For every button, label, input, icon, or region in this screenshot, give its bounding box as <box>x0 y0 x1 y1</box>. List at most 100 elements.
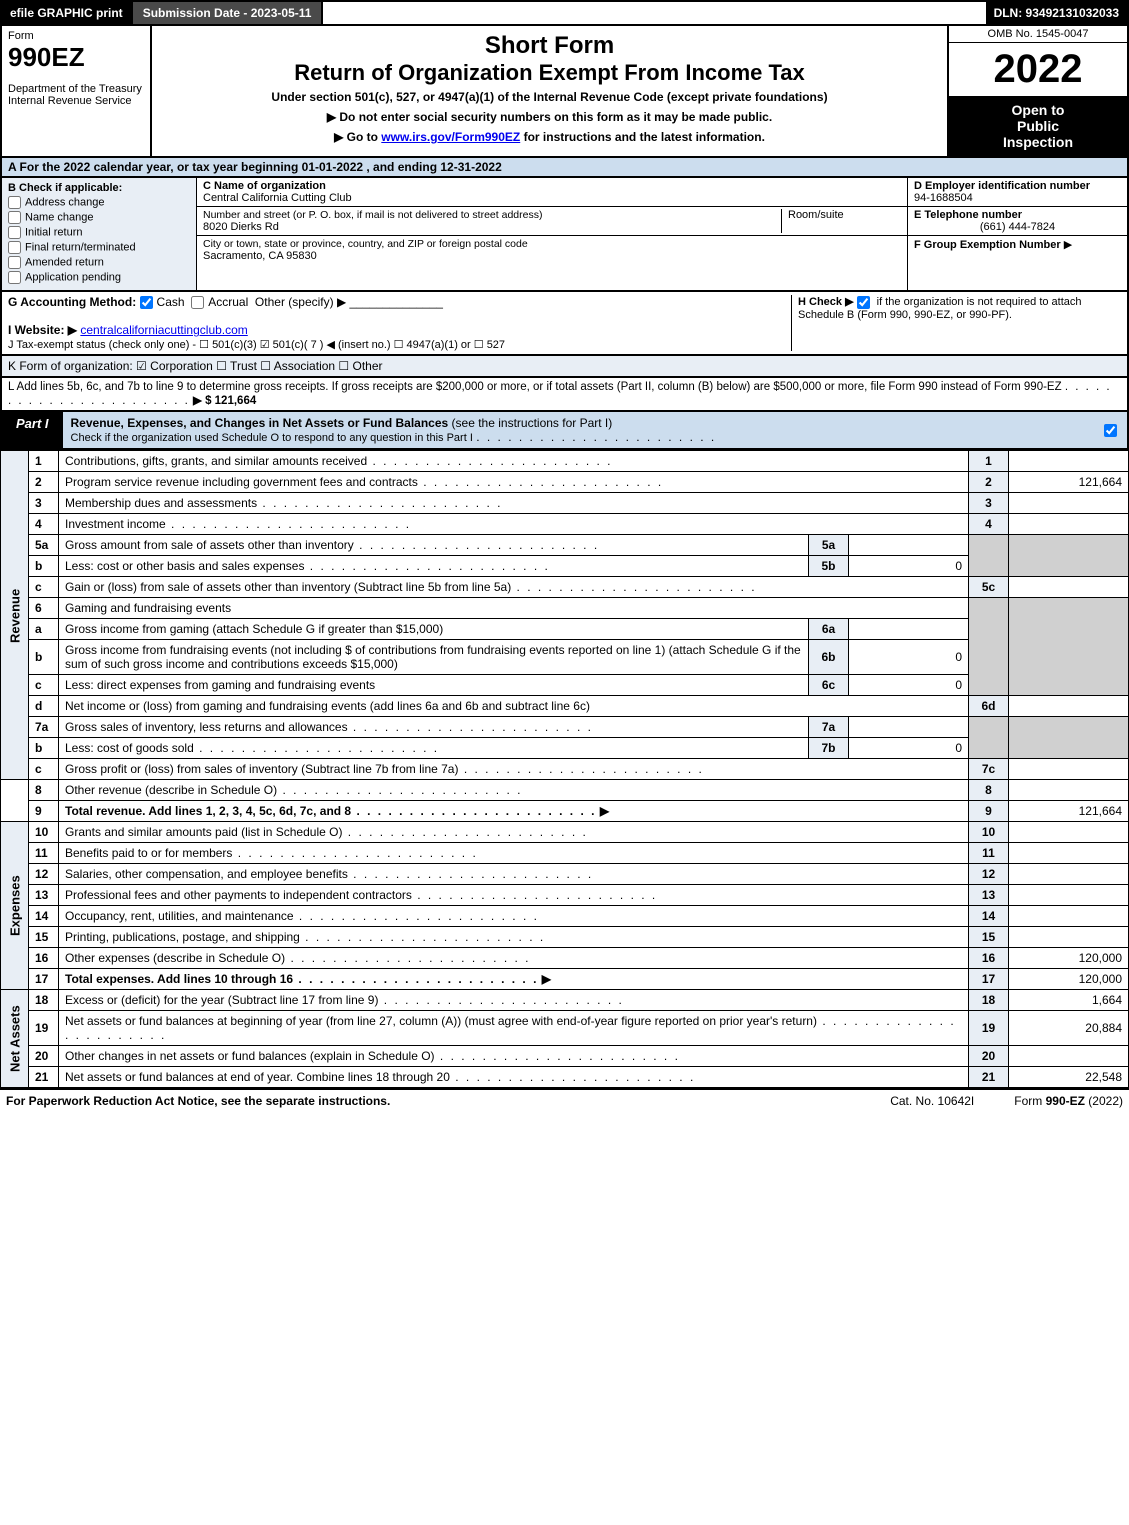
line-17: 17 Total expenses. Add lines 10 through … <box>1 969 1129 990</box>
e-phone: E Telephone number (661) 444-7824 <box>908 207 1127 236</box>
c-addr-row: Number and street (or P. O. box, if mail… <box>197 207 907 236</box>
phone-value: (661) 444-7824 <box>914 221 1121 233</box>
lines-table: Revenue 1 Contributions, gifts, grants, … <box>0 450 1129 1088</box>
open-to-public: Open to Public Inspection <box>949 96 1127 156</box>
line-20: 20 Other changes in net assets or fund b… <box>1 1046 1129 1067</box>
inspect-2: Public <box>953 118 1123 134</box>
org-name: Central California Cutting Club <box>203 192 901 204</box>
chk-application-pending[interactable]: Application pending <box>8 271 190 284</box>
footer: For Paperwork Reduction Act Notice, see … <box>0 1088 1129 1112</box>
col-c: C Name of organization Central Californi… <box>197 178 907 290</box>
cash-label: Cash <box>157 295 185 309</box>
paperwork-notice: For Paperwork Reduction Act Notice, see … <box>6 1094 850 1108</box>
col-def: D Employer identification number 94-1688… <box>907 178 1127 290</box>
room-suite: Room/suite <box>781 209 901 233</box>
accrual-label: Accrual <box>208 295 248 309</box>
header-right: OMB No. 1545-0047 2022 Open to Public In… <box>947 26 1127 156</box>
row-gh: G Accounting Method: Cash Accrual Other … <box>0 292 1129 356</box>
chk-amended-return[interactable]: Amended return <box>8 256 190 269</box>
g-accounting: G Accounting Method: Cash Accrual Other … <box>8 295 791 351</box>
line-16: 16 Other expenses (describe in Schedule … <box>1 948 1129 969</box>
chk-address-change[interactable]: Address change <box>8 196 190 209</box>
part1-title-bold: Revenue, Expenses, and Changes in Net As… <box>71 416 449 430</box>
part1-checkbox-cell <box>1098 412 1127 448</box>
line-15: 15 Printing, publications, postage, and … <box>1 927 1129 948</box>
netassets-label: Net Assets <box>1 990 29 1088</box>
form-label: Form <box>8 30 144 42</box>
part1-header: Part I Revenue, Expenses, and Changes in… <box>0 412 1129 450</box>
line-5a: 5a Gross amount from sale of assets othe… <box>1 535 1129 556</box>
line-7b: b Less: cost of goods sold 7b 0 <box>1 738 1129 759</box>
h-label: H Check ▶ <box>798 296 854 308</box>
chk-accrual[interactable] <box>191 296 204 309</box>
row-l: L Add lines 5b, 6c, and 7b to line 9 to … <box>0 378 1129 412</box>
chk-name-change[interactable]: Name change <box>8 211 190 224</box>
line-10: Expenses 10 Grants and similar amounts p… <box>1 822 1129 843</box>
part1-title: Revenue, Expenses, and Changes in Net As… <box>63 412 1098 448</box>
line-11: 11 Benefits paid to or for members 11 <box>1 843 1129 864</box>
line-6d: d Net income or (loss) from gaming and f… <box>1 696 1129 717</box>
chk-final-return[interactable]: Final return/terminated <box>8 241 190 254</box>
row-k: K Form of organization: ☑ Corporation ☐ … <box>0 356 1129 378</box>
line-21: 21 Net assets or fund balances at end of… <box>1 1067 1129 1088</box>
c-name-label: C Name of organization <box>203 180 901 192</box>
irs-link[interactable]: www.irs.gov/Form990EZ <box>381 130 520 144</box>
org-street: 8020 Dierks Rd <box>203 221 781 233</box>
goto-pre: ▶ Go to <box>334 130 381 144</box>
title-short-form: Short Form <box>158 32 941 60</box>
subtitle: Under section 501(c), 527, or 4947(a)(1)… <box>158 90 941 104</box>
section-bcdef: B Check if applicable: Address change Na… <box>0 178 1129 292</box>
line-8: 8 Other revenue (describe in Schedule O)… <box>1 780 1129 801</box>
h-check: H Check ▶ if the organization is not req… <box>791 295 1121 351</box>
g-label: G Accounting Method: <box>8 295 136 309</box>
line-6c: c Less: direct expenses from gaming and … <box>1 675 1129 696</box>
dept-label: Department of the Treasury <box>8 83 144 95</box>
d-ein: D Employer identification number 94-1688… <box>908 178 1127 207</box>
l-amount: ▶ $ 121,664 <box>193 395 256 407</box>
dln-label: DLN: 93492131032033 <box>986 2 1127 24</box>
line-7c: c Gross profit or (loss) from sales of i… <box>1 759 1129 780</box>
line-6: 6 Gaming and fundraising events <box>1 598 1129 619</box>
chk-schedule-b[interactable] <box>857 296 870 309</box>
irs-label: Internal Revenue Service <box>8 95 144 107</box>
part1-dots <box>476 430 716 444</box>
row-a-calendar: A For the 2022 calendar year, or tax yea… <box>0 158 1129 178</box>
chk-cash[interactable] <box>140 296 153 309</box>
d-label: D Employer identification number <box>914 180 1090 192</box>
efile-print-label[interactable]: efile GRAPHIC print <box>2 2 131 24</box>
line-6a: a Gross income from gaming (attach Sched… <box>1 619 1129 640</box>
goto-post: for instructions and the latest informat… <box>520 130 765 144</box>
line-14: 14 Occupancy, rent, utilities, and maint… <box>1 906 1129 927</box>
line-13: 13 Professional fees and other payments … <box>1 885 1129 906</box>
line-5c: c Gain or (loss) from sale of assets oth… <box>1 577 1129 598</box>
line-3: 3 Membership dues and assessments 3 <box>1 493 1129 514</box>
col-b: B Check if applicable: Address change Na… <box>2 178 197 290</box>
line-9: 9 Total revenue. Add lines 1, 2, 3, 4, 5… <box>1 801 1129 822</box>
l-text: L Add lines 5b, 6c, and 7b to line 9 to … <box>8 381 1062 393</box>
j-tax-exempt: J Tax-exempt status (check only one) - ☐… <box>8 339 505 351</box>
header-center: Short Form Return of Organization Exempt… <box>152 26 947 156</box>
line-12: 12 Salaries, other compensation, and emp… <box>1 864 1129 885</box>
line-2: 2 Program service revenue including gove… <box>1 472 1129 493</box>
line-5b: b Less: cost or other basis and sales ex… <box>1 556 1129 577</box>
chk-schedule-o[interactable] <box>1104 424 1117 437</box>
website-link[interactable]: centralcaliforniacuttingclub.com <box>80 323 247 337</box>
part1-title-note: (see the instructions for Part I) <box>452 416 613 430</box>
c-addr-label: Number and street (or P. O. box, if mail… <box>203 209 542 221</box>
chk-initial-return[interactable]: Initial return <box>8 226 190 239</box>
other-label: Other (specify) ▶ <box>255 295 346 309</box>
f-group: F Group Exemption Number ▶ <box>908 236 1127 253</box>
part1-sub: Check if the organization used Schedule … <box>71 432 473 444</box>
line-1: Revenue 1 Contributions, gifts, grants, … <box>1 451 1129 472</box>
form-ref: Form 990-EZ (2022) <box>1014 1094 1123 1108</box>
e-label: E Telephone number <box>914 209 1022 221</box>
line-7a: 7a Gross sales of inventory, less return… <box>1 717 1129 738</box>
f-label: F Group Exemption Number <box>914 239 1061 251</box>
col-b-label: B Check if applicable: <box>8 182 190 194</box>
inspect-1: Open to <box>953 102 1123 118</box>
org-city: Sacramento, CA 95830 <box>203 250 901 262</box>
ein-value: 94-1688504 <box>914 192 973 204</box>
line-6b: b Gross income from fundraising events (… <box>1 640 1129 675</box>
c-name-row: C Name of organization Central Californi… <box>197 178 907 207</box>
submission-date: Submission Date - 2023-05-11 <box>131 2 324 24</box>
